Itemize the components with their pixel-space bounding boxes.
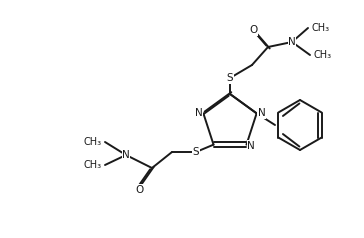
Text: O: O <box>136 185 144 195</box>
Text: N: N <box>195 108 202 118</box>
Text: N: N <box>258 108 265 118</box>
Text: S: S <box>227 73 233 83</box>
Text: O: O <box>249 25 257 35</box>
Text: N: N <box>122 150 130 160</box>
Text: N: N <box>248 141 255 151</box>
Text: CH₃: CH₃ <box>84 160 102 170</box>
Text: S: S <box>193 147 199 157</box>
Text: CH₃: CH₃ <box>84 137 102 147</box>
Text: CH₃: CH₃ <box>313 50 331 60</box>
Text: CH₃: CH₃ <box>311 23 329 33</box>
Text: N: N <box>288 37 296 47</box>
